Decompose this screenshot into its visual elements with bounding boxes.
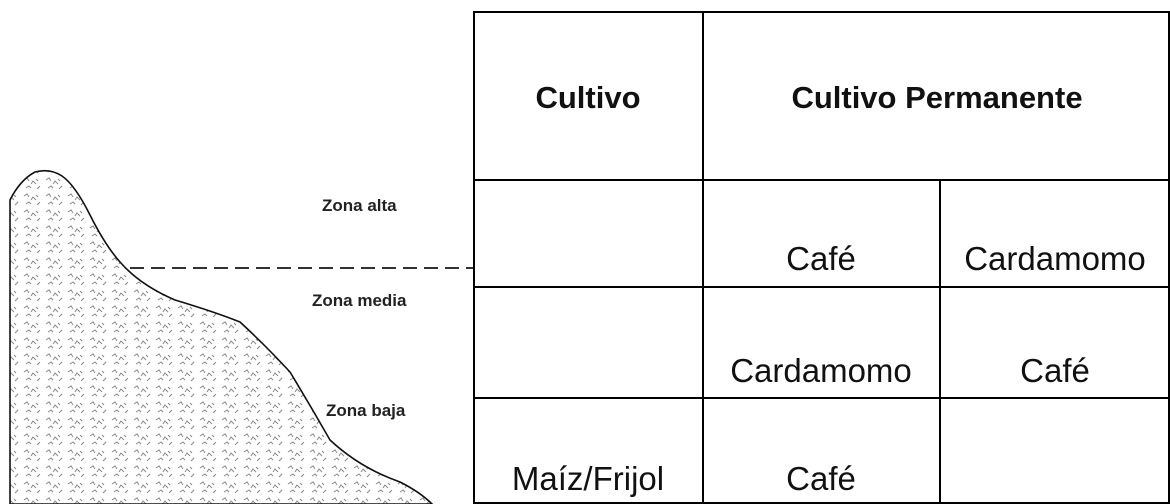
table-cell: Cardamomo (964, 240, 1146, 277)
table-cell: Maíz/Frijol (512, 460, 664, 497)
zone-label: Zona alta (322, 196, 397, 215)
table-cell: Café (786, 240, 856, 277)
zone-label: Zona media (312, 291, 407, 310)
crop-table: Cultivo Cultivo Permanente Café Cardamomo Ca… (473, 11, 1170, 504)
table-cell: Café (786, 460, 856, 497)
zone-label: Zona baja (326, 401, 406, 420)
table-cell: Café (1020, 352, 1090, 389)
mountain-sketch (9, 169, 474, 504)
header-cell: Cultivo Permanente (791, 80, 1082, 115)
table-cell: Cardamomo (730, 352, 912, 389)
table-border (473, 11, 1170, 504)
header-cell: Cultivo (535, 80, 640, 115)
zone-labels: Zona alta Zona media Zona baja (312, 196, 407, 420)
